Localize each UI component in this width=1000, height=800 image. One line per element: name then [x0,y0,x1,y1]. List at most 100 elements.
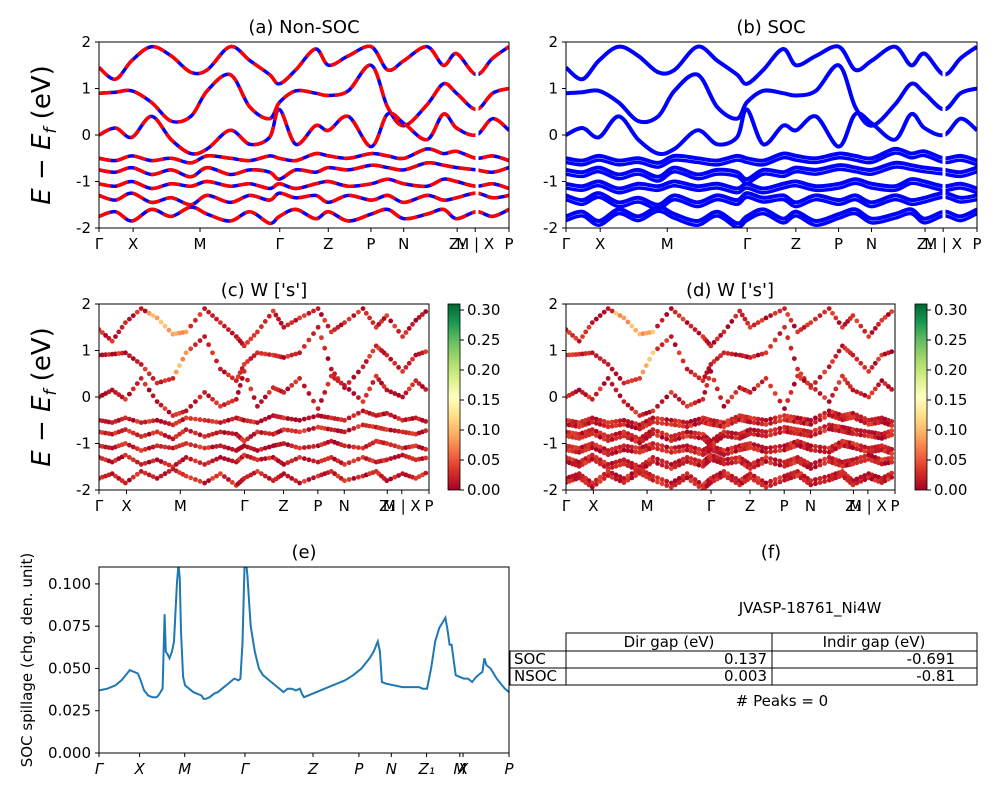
scatter-point [729,430,735,436]
scatter-point [688,369,694,375]
scatter-point [605,473,611,478]
scatter-point [672,482,678,488]
scatter-point [747,427,753,432]
scatter-point [696,480,702,485]
scatter-point [351,476,357,481]
scatter-point [751,464,757,470]
scatter-point [392,443,398,449]
scatter-point [840,373,845,379]
scatter-point [617,313,623,318]
scatter-point [150,458,156,464]
scatter-point [183,329,189,335]
scatter-point [822,369,827,375]
scatter-point [306,444,312,450]
scatter-point [629,448,635,454]
scatter-point [255,457,260,463]
scatter-point [813,431,818,437]
scatter-point [768,383,773,389]
scatter-point [597,474,603,480]
y-tick-label: 0.075 [48,617,91,635]
scatter-point [126,353,132,359]
scatter-point [742,316,748,322]
scatter-point [226,430,231,436]
scatter-point [605,424,611,430]
scatter-point [259,399,264,404]
scatter-point [392,323,398,329]
scatter-point [696,484,702,489]
y-tick-label: 0.000 [48,744,91,762]
x-tick-label: Γ [707,497,716,515]
y-tick-label: 0 [548,126,558,144]
scatter-point [162,460,168,466]
scatter-point [621,315,627,321]
scatter-point [297,455,302,460]
scatter-point [285,427,291,433]
scatter-point [822,461,827,466]
scatter-point [134,419,140,424]
scatter-point [751,442,757,448]
scatter-point [725,430,731,435]
scatter-point [684,443,690,449]
scatter-point [613,476,619,482]
colorbar-tick-label: 0.10 [467,421,500,439]
scatter-point [222,402,227,407]
scatter-point [785,312,791,317]
scatter-point [423,428,429,434]
scatter-point [850,313,856,318]
svg-text:E − Ef (eV): E − Ef (eV) [27,327,61,467]
scatter-point [676,444,682,450]
scatter-point [625,473,631,479]
scatter-point [795,366,800,372]
scatter-point [676,448,682,454]
scatter-point [142,446,148,452]
scatter-point [696,420,702,426]
scatter-point [255,403,260,409]
scatter-point [680,448,686,453]
scatter-point [281,462,287,467]
scatter-point [396,444,401,450]
scatter-point [718,353,723,359]
scatter-point [423,387,429,392]
scatter-point [833,353,839,359]
scatter-point [206,342,212,348]
scatter-point [605,306,611,311]
band-line-split [566,165,977,186]
scatter-point [659,462,665,468]
scatter-point [850,482,856,488]
scatter-point [688,474,694,479]
scatter-point [617,422,623,428]
scatter-point [862,392,868,398]
scatter-point [621,433,627,439]
scatter-point [633,469,639,474]
scatter-point [791,356,797,361]
svg-text:E − Ef (eV): E − Ef (eV) [27,65,61,205]
scatter-point [423,349,429,355]
scatter-point [617,418,623,424]
scatter-point [206,460,212,466]
colorbar-tick-label: 0.30 [934,301,967,319]
scatter-point [833,315,839,321]
scatter-point [384,410,390,416]
scatter-point [259,351,264,356]
scatter-point [214,444,219,449]
scatter-point [363,359,369,364]
scatter-point [206,393,212,399]
scatter-point [692,481,698,487]
scatter-point [293,317,299,323]
scatter-point [845,380,850,386]
scatter-point [597,422,603,427]
band-line-red-dashed [99,205,509,226]
scatter-point [222,474,227,479]
x-tick-label: X [121,497,131,515]
scatter-point [886,312,891,317]
scatter-point [655,420,660,426]
scatter-point [315,324,321,330]
scatter-point [601,463,607,469]
scatter-point [621,380,627,386]
scatter-point [882,381,888,386]
scatter-point [755,352,761,358]
scatter-point [854,427,860,433]
scatter-point [342,462,347,467]
scatter-point [650,329,656,335]
title-a: (a) Non-SOC [248,17,359,38]
